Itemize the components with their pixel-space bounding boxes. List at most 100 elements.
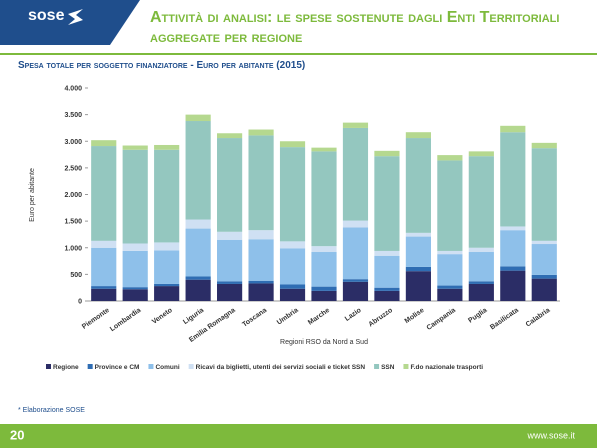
y-tick-label: 1.500 — [64, 219, 82, 226]
bar-segment — [374, 150, 400, 157]
bar-segment — [342, 279, 369, 282]
legend-swatch — [188, 364, 194, 369]
legend-swatch — [374, 364, 380, 369]
legend-swatch — [148, 364, 154, 369]
bar-segment — [531, 240, 557, 245]
slide-title: Attività di analisi: le spese sostenute … — [150, 9, 560, 46]
x-tick-label: Toscana — [241, 307, 268, 329]
bar-segment — [217, 281, 243, 284]
bar-segment — [531, 274, 557, 279]
website: www.sose.it — [526, 430, 575, 440]
bar-segment — [279, 147, 306, 242]
bar-segment — [531, 278, 557, 301]
logo-icon — [68, 9, 83, 25]
legend-label: Regione — [53, 364, 79, 371]
x-tick-label: Puglia — [467, 307, 488, 325]
bar-segment — [468, 247, 494, 253]
legend-label: Comuni — [155, 364, 179, 371]
y-tick-label: 2.500 — [64, 165, 82, 172]
bar-segment — [500, 266, 526, 271]
bar-segment — [405, 232, 431, 237]
x-tick-label: Molise — [404, 307, 426, 325]
bar-segment — [122, 250, 148, 288]
bar-segment — [154, 286, 180, 301]
bar-segment — [217, 231, 243, 240]
bar-segment — [91, 240, 117, 248]
bar-segment — [374, 156, 400, 251]
bar-segment — [311, 246, 337, 253]
x-tick-label: Lazio — [344, 307, 363, 323]
bar-segment — [342, 227, 369, 280]
bar-segment — [122, 145, 148, 150]
bar-segment — [185, 121, 211, 220]
bar-segment — [154, 242, 180, 251]
bar-segment — [91, 286, 117, 289]
bar-segment — [122, 287, 148, 290]
logo-bg — [0, 0, 140, 45]
bar-segment — [248, 230, 274, 240]
chart-title: Spesa totale per soggetto finanziatore -… — [18, 60, 305, 71]
x-tick-label: Campania — [426, 307, 458, 332]
bar-segment — [279, 288, 306, 301]
legend-swatch — [403, 364, 409, 369]
bar-segment — [468, 252, 494, 282]
bar-segment — [500, 270, 526, 301]
bar-segment — [185, 114, 211, 122]
y-axis-title: Euro per abitante — [29, 168, 36, 222]
bar-segment — [405, 138, 431, 233]
bar-segment — [248, 135, 274, 231]
bar-segment — [500, 230, 526, 267]
x-tick-label: Lombardia — [109, 307, 142, 333]
bar-segment — [342, 127, 369, 221]
bar-segment — [311, 151, 337, 247]
y-tick-label: 4.000 — [64, 86, 82, 93]
y-tick-label: 2.000 — [64, 192, 82, 199]
bar-segment — [531, 244, 557, 275]
y-tick-label: 500 — [70, 272, 82, 279]
bar-segment — [248, 280, 274, 284]
y-tick-label: 0 — [78, 299, 82, 306]
bar-segment — [437, 155, 463, 161]
y-tick-label: 3.000 — [64, 139, 82, 146]
x-tick-label: Veneto — [151, 307, 174, 326]
bar-segment — [185, 228, 211, 277]
bar-segment — [185, 279, 211, 301]
bar-segment — [342, 281, 369, 301]
bar-segment — [217, 133, 243, 139]
bar-segment — [154, 144, 180, 150]
x-tick-label: Basilicata — [489, 307, 520, 332]
x-tick-label: Umbria — [276, 307, 300, 327]
bar-segment — [437, 288, 463, 301]
bar-segment — [185, 219, 211, 229]
bar-segment — [91, 247, 117, 287]
footnote: * Elaborazione SOSE — [18, 407, 85, 414]
bar-segment — [279, 248, 306, 285]
bar-segment — [122, 149, 148, 244]
bar-segment — [374, 255, 400, 288]
bar-segment — [342, 220, 369, 228]
legend-label: Ricavi da biglietti, utenti dei servizi … — [196, 364, 366, 371]
bar-segment — [248, 283, 274, 301]
bar-segment — [279, 284, 306, 289]
bar-segment — [154, 250, 180, 284]
bar-segment — [500, 226, 526, 231]
bar-segment — [437, 160, 463, 251]
bar-segment — [91, 140, 117, 147]
bar-segment — [468, 151, 494, 157]
bar-segment — [374, 250, 400, 256]
bar-segment — [248, 239, 274, 281]
bar-segment — [405, 271, 431, 301]
legend-label: Province e CM — [95, 364, 140, 371]
bar-segment — [217, 239, 243, 282]
bar-segment — [374, 287, 400, 291]
bar-segment — [217, 283, 243, 301]
bar-segment — [91, 288, 117, 301]
bar-segment — [217, 138, 243, 232]
bar-segment — [437, 250, 463, 255]
bar-segment — [468, 281, 494, 284]
bar-segment — [531, 148, 557, 241]
bar-segment — [342, 122, 369, 128]
bar-segment — [311, 286, 337, 291]
